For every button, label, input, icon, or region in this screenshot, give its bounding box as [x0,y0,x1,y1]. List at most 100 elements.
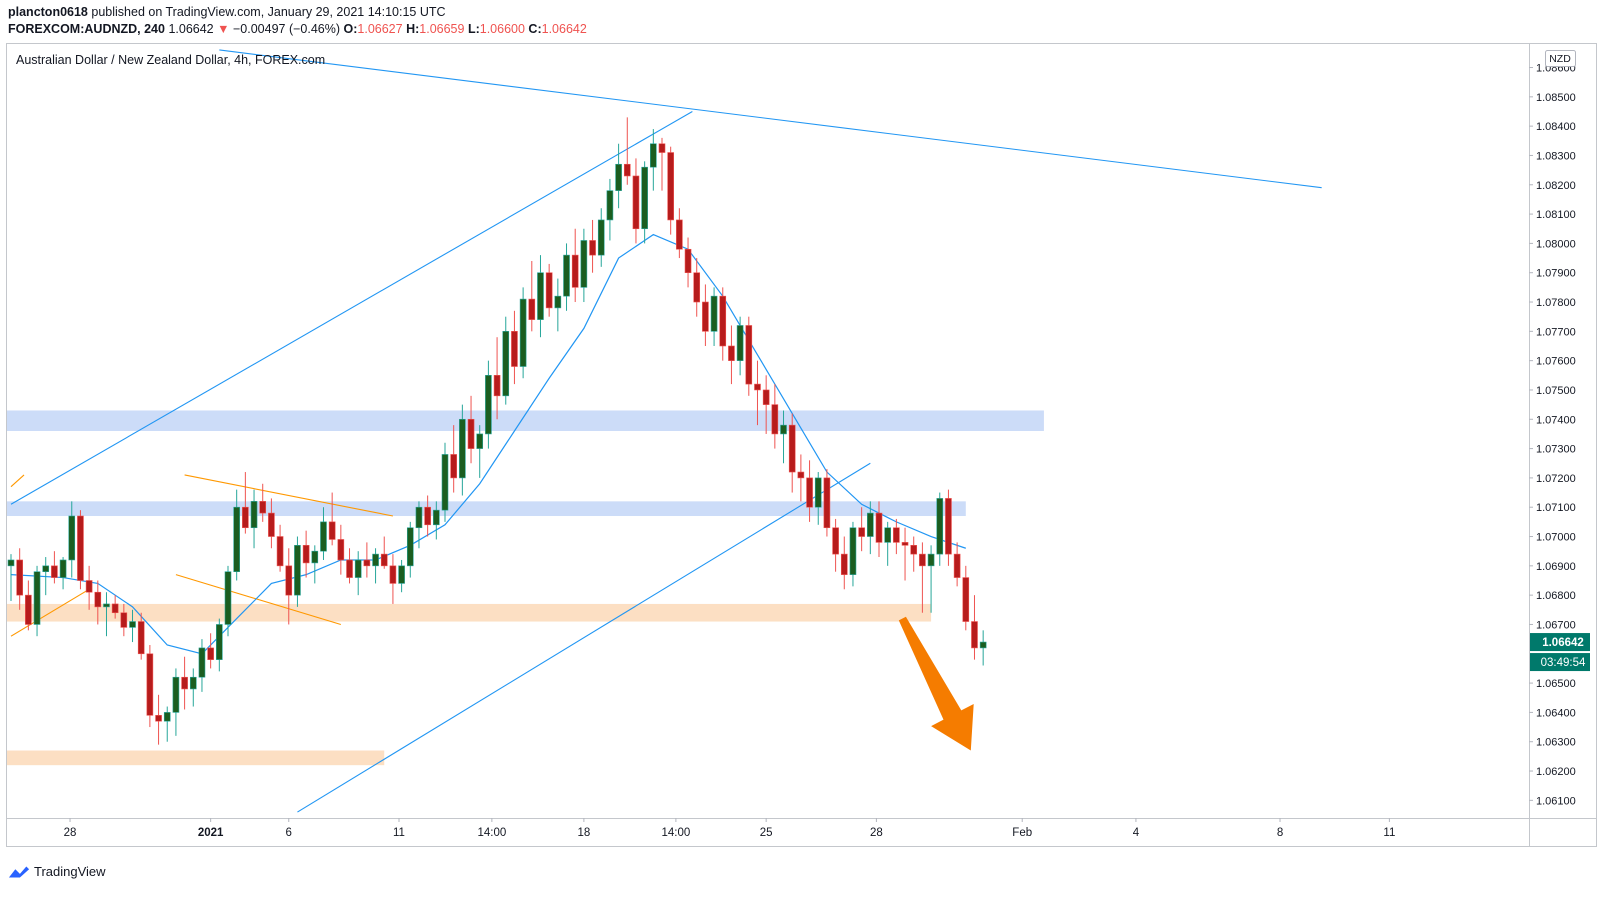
candle-up [189,668,197,707]
candle-body [320,521,327,552]
candle-body [476,433,484,449]
candle-body [25,594,32,625]
candle-body [684,248,692,274]
candle-down [511,310,518,385]
candle-body [762,389,770,405]
candle-body [207,647,214,660]
candle-body [137,621,145,655]
candle-up [372,548,379,584]
candle-body [77,515,84,581]
candle-up [519,287,527,379]
candle-body [259,501,267,514]
down-arrow-icon: ▼ [217,22,230,36]
price-tick-label: 1.07400 [1536,414,1576,426]
candle-down [302,530,310,578]
candle-body [433,509,440,526]
candle-down [276,524,284,572]
time-tick-label: 6 [286,827,292,839]
price-tick-label: 1.07900 [1536,268,1576,280]
time-tick-label: 14:00 [661,827,690,839]
candle-body [224,571,232,625]
price-tick-label: 1.07100 [1536,502,1576,514]
candle-down [85,565,93,610]
candle-up [354,551,362,596]
last-price: 1.06642 [168,22,214,36]
candle-body [467,418,475,449]
price-tick-label: 1.06100 [1536,795,1576,807]
tradingview-logo[interactable]: TradingView [8,864,106,879]
candle-body [33,571,41,625]
candle-down [450,425,457,493]
candle-up [936,492,944,566]
candle-up [320,507,327,560]
candle-body [129,621,136,628]
price-tick-label: 1.06700 [1536,619,1576,631]
candle-down [111,595,119,619]
candle-body [302,545,310,564]
candle-body [493,375,501,397]
candle-body [372,553,379,567]
candle-down [745,316,753,396]
candle-down [155,694,162,745]
candle-down [719,287,727,361]
price-change: −0.00497 (−0.46%) [232,22,341,36]
candle-down [840,536,848,590]
price-tick-label: 1.08500 [1536,92,1576,104]
candle-up [780,410,787,464]
candle-body [337,539,345,561]
price-tick-label: 1.07000 [1536,532,1576,544]
candle-body [328,521,336,540]
candle-body [563,254,570,297]
candle-down [363,542,371,578]
candle-body [814,477,822,508]
candle-up [33,565,41,637]
candle-up [867,501,874,555]
candle-body [875,512,883,543]
candle-body [172,676,180,713]
chart-title: Australian Dollar / New Zealand Dollar, … [16,53,325,67]
candle-body [840,553,848,575]
candle-up [398,559,405,593]
candle-body [7,559,15,567]
candle-down [693,258,701,317]
time-tick-label: 2021 [198,827,224,839]
candle-body [389,565,397,584]
author-name[interactable]: plancton0618 [8,5,88,19]
candle-body [51,565,58,578]
candle-up [103,592,110,637]
close-value: 1.06642 [541,22,587,36]
candle-body [667,152,674,221]
currency-badge[interactable]: NZD [1545,50,1576,67]
candle-body [285,565,293,596]
channel-line [175,574,341,625]
candle-body [606,190,614,221]
high-label: H: [406,22,420,36]
candle-body [901,542,909,546]
candle-body [346,559,353,578]
candle-body [589,240,596,256]
candle-down [337,524,345,575]
candle-body [580,240,588,288]
channel-line [184,474,394,517]
candle-down [77,510,84,590]
candle-up [233,489,240,581]
candle-body [311,550,319,564]
candle-body [953,553,961,578]
candle-body [780,424,787,435]
candle-body [849,527,857,575]
candle-down [797,454,805,502]
candle-body [406,527,414,567]
candle-up [580,228,588,303]
candle-down [268,498,275,549]
candle-body [615,163,622,191]
candle-up [406,521,414,578]
candle-down [467,395,475,464]
candle-body [242,506,249,529]
candle-up [433,501,440,540]
candle-up [537,255,544,338]
price-tick-label: 1.06800 [1536,590,1576,602]
time-tick-label: 11 [1383,827,1395,839]
candle-body [910,545,918,555]
price-tick-label: 1.06200 [1536,766,1576,778]
